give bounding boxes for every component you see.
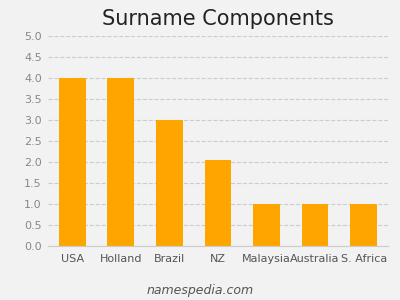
Text: namespedia.com: namespedia.com xyxy=(146,284,254,297)
Bar xyxy=(205,160,231,246)
Bar xyxy=(156,120,183,246)
Bar xyxy=(253,204,280,246)
Bar xyxy=(108,78,134,246)
Bar xyxy=(350,204,377,246)
Bar xyxy=(302,204,328,246)
Title: Surname Components: Surname Components xyxy=(102,9,334,29)
Bar xyxy=(59,78,86,246)
